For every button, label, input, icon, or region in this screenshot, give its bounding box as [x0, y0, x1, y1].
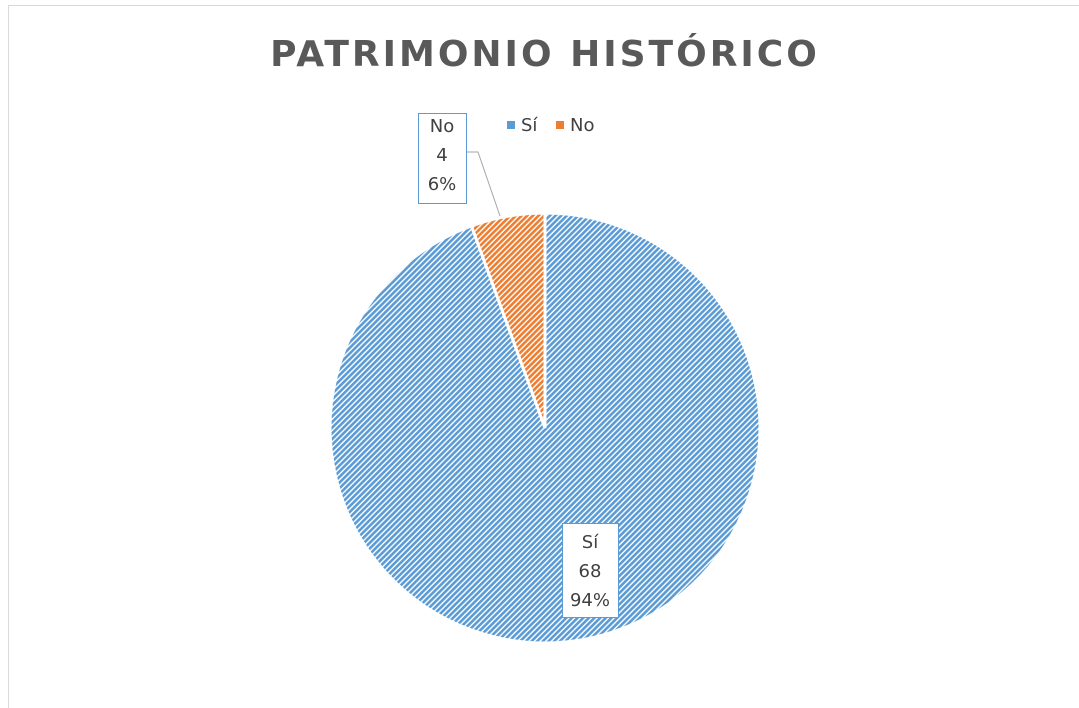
- legend-swatch: [556, 121, 564, 129]
- data-label-percent: 6%: [428, 174, 457, 195]
- data-label-value: 4: [436, 145, 447, 166]
- chart-title: PATRIMONIO HISTÓRICO: [270, 33, 820, 75]
- data-label-value: 68: [579, 561, 602, 582]
- data-label-percent: 94%: [570, 590, 610, 611]
- legend-label: Sí: [521, 115, 538, 136]
- legend-swatch: [507, 121, 515, 129]
- data-label-name: Sí: [582, 532, 599, 553]
- legend-label: No: [570, 115, 594, 136]
- pie-slice: [469, 211, 547, 429]
- data-label-name: No: [430, 116, 454, 137]
- data-label-box: [562, 523, 619, 618]
- data-label-box: [418, 113, 467, 204]
- leader-line: [466, 151, 501, 217]
